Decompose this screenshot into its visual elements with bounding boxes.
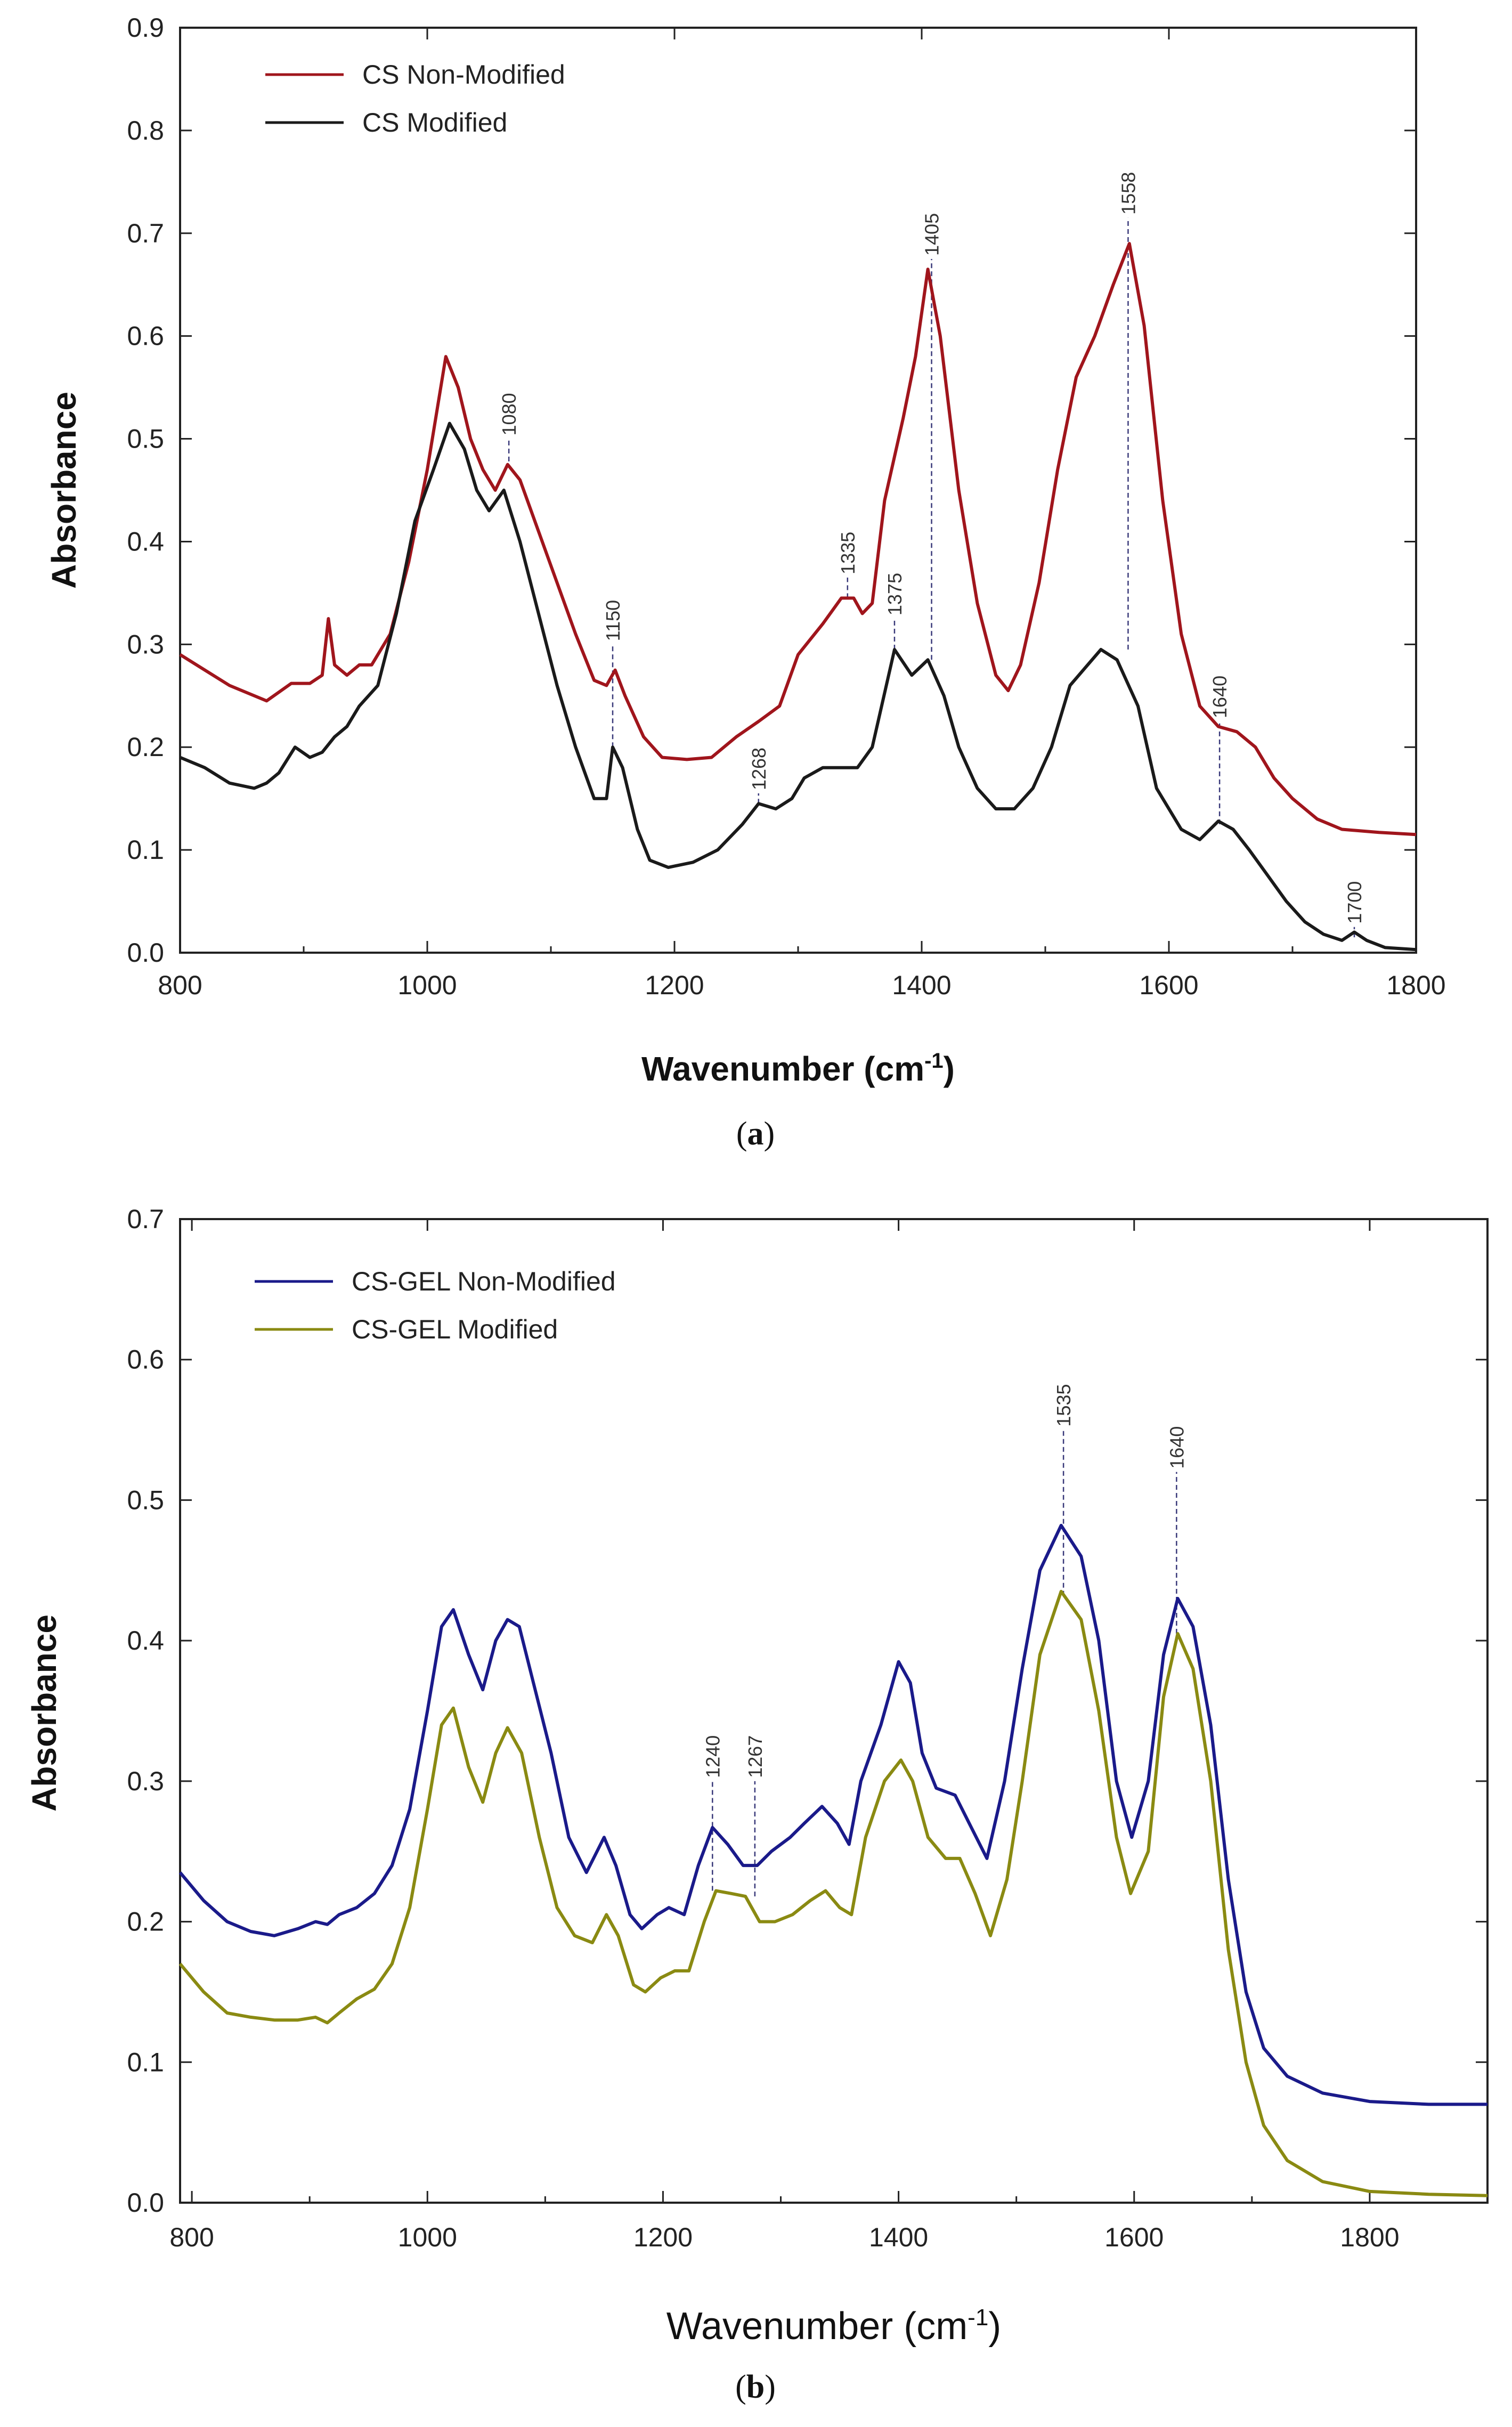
peak-label: 1558 [1117, 172, 1139, 215]
panel-a-y-ticks: 0.0 0.1 0.2 0.3 0.4 0.5 0.6 0.7 0.8 0.9 [127, 13, 1416, 968]
y-tick-label: 0.5 [127, 424, 164, 454]
peak-label: 1405 [921, 213, 943, 256]
y-tick-label: 0.1 [127, 2047, 164, 2077]
x-tick-label: 1600 [1139, 970, 1198, 1000]
x-tick-label: 1600 [1104, 2222, 1164, 2252]
peak-label: 1700 [1344, 881, 1365, 924]
legend-label-cs-non-modified: CS Non-Modified [362, 60, 565, 90]
y-tick-label: 0.7 [127, 218, 164, 248]
legend-label-cs-gel-modified: CS-GEL Modified [352, 1314, 558, 1344]
y-tick-label: 0.6 [127, 321, 164, 351]
panel-b-peak-annotations: 1240 1267 1535 1640 [702, 1384, 1188, 1897]
panel-a-y-axis-title: Absorbance [45, 392, 83, 589]
peak-label: 1240 [702, 1735, 724, 1778]
y-tick-label: 0.7 [127, 1204, 164, 1234]
panel-a-series [179, 242, 1417, 952]
peak-label: 1335 [837, 532, 859, 574]
x-tick-label: 1000 [397, 970, 457, 1000]
y-tick-label: 0.4 [127, 526, 164, 556]
x-tick-label: 1000 [398, 2222, 457, 2252]
x-tick-label: 1800 [1340, 2222, 1399, 2252]
x-tick-label: 1400 [892, 970, 951, 1000]
x-tick-label: 1800 [1386, 970, 1445, 1000]
y-tick-label: 0.1 [127, 835, 164, 865]
panel-a-x-ticks: 800 1000 1200 1400 1600 1800 [158, 28, 1446, 1000]
legend-label-cs-modified: CS Modified [362, 108, 507, 137]
x-tick-label: 800 [158, 970, 202, 1000]
x-tick-label: 1400 [869, 2222, 928, 2252]
series-line-cs-modified [179, 421, 1417, 952]
x-tick-label: 1200 [645, 970, 704, 1000]
panel-a-legend: CS Non-Modified CS Modified [265, 60, 565, 137]
panel-a-peak-annotations: 1080 1150 1268 1335 1375 1405 1558 1640 1700 [498, 172, 1365, 938]
panel-a-x-axis-title: Wavenumber (cm-1) [641, 1049, 955, 1088]
y-tick-label: 0.2 [127, 1907, 164, 1937]
panel-b-legend: CS-GEL Non-Modified CS-GEL Modified [255, 1267, 616, 1344]
panel-b-y-ticks: 0.0 0.1 0.2 0.3 0.4 0.5 0.6 0.7 [127, 1204, 1487, 2218]
panel-b-label: (b) [735, 2369, 776, 2405]
y-tick-label: 0.8 [127, 116, 164, 145]
panel-a-label: (a) [736, 1116, 775, 1152]
panel-a-plot-frame [179, 27, 1417, 954]
y-tick-label: 0.0 [127, 2188, 164, 2218]
peak-label: 1640 [1166, 1426, 1188, 1469]
y-tick-label: 0.3 [127, 629, 164, 659]
series-line-cs-gel-non-modified [178, 1523, 1487, 2106]
peak-label: 1640 [1209, 676, 1231, 718]
y-tick-label: 0.3 [127, 1766, 164, 1796]
panel-b-y-axis-title: Absorbance [25, 1614, 63, 1812]
x-tick-label: 1200 [633, 2222, 693, 2252]
y-tick-label: 0.5 [127, 1485, 164, 1515]
series-line-cs-gel-modified [178, 1589, 1488, 2197]
peak-label: 1150 [602, 600, 624, 641]
y-tick-label: 0.2 [127, 732, 164, 762]
panel-a-chart: 0.0 0.1 0.2 0.3 0.4 0.5 0.6 0.7 0.8 0.9 800 1000 12… [45, 13, 1446, 1152]
y-tick-label: 0.4 [127, 1626, 164, 1655]
y-tick-label: 0.9 [127, 13, 164, 43]
y-tick-label: 0.0 [127, 938, 164, 968]
peak-label: 1267 [744, 1735, 766, 1778]
panel-b-plot-frame [179, 1218, 1489, 2204]
peak-label: 1268 [748, 748, 770, 790]
panel-b-series [178, 1523, 1488, 2197]
peak-label: 1535 [1053, 1384, 1075, 1426]
panel-b-x-axis-title: Wavenumber (cm-1) [666, 2304, 1002, 2348]
peak-label: 1375 [884, 573, 906, 615]
series-line-cs-non-modified [179, 242, 1417, 837]
y-tick-label: 0.6 [127, 1345, 164, 1375]
peak-label: 1080 [498, 393, 520, 435]
panel-b-chart: 0.0 0.1 0.2 0.3 0.4 0.5 0.6 0.7 800 1000 1200 1400… [25, 1204, 1489, 2405]
legend-label-cs-gel-non-modified: CS-GEL Non-Modified [352, 1267, 616, 1296]
x-tick-label: 800 [169, 2222, 214, 2252]
panel-b-x-ticks: 800 1000 1200 1400 1600 1800 [169, 1219, 1489, 2252]
